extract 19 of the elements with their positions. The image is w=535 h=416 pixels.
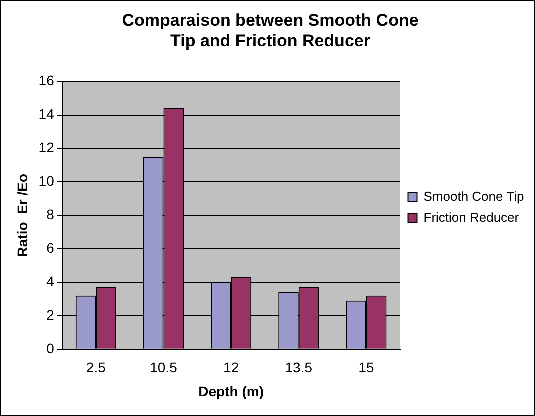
x-tick-label: 13.5: [285, 360, 313, 376]
y-tick-label: 12: [38, 140, 55, 156]
y-axis-title: Ratio Er /Eo: [14, 174, 30, 258]
legend-label: Friction Reducer: [424, 210, 520, 226]
x-tick-label: 10.5: [150, 360, 178, 376]
x-tick-label: 15: [358, 360, 374, 376]
y-tick-label: 14: [38, 106, 55, 122]
y-tick-label: 0: [46, 340, 55, 356]
y-tick-label: 6: [46, 240, 55, 256]
y-tick-label: 4: [46, 273, 55, 290]
x-tick-label: 12: [224, 360, 240, 376]
y-tick-label: 8: [46, 206, 55, 222]
chart-title: Comparaison between Smooth Cone Tip and Friction Reducer: [122, 10, 419, 50]
y-tick-label: 10: [38, 173, 55, 190]
y-tick-label: 2: [46, 306, 55, 323]
x-tick-label: 2.5: [86, 360, 106, 376]
legend-label: Smooth Cone Tip: [424, 189, 524, 204]
x-axis-title: Depth (m): [198, 383, 264, 400]
y-tick-label: 16: [38, 72, 55, 89]
